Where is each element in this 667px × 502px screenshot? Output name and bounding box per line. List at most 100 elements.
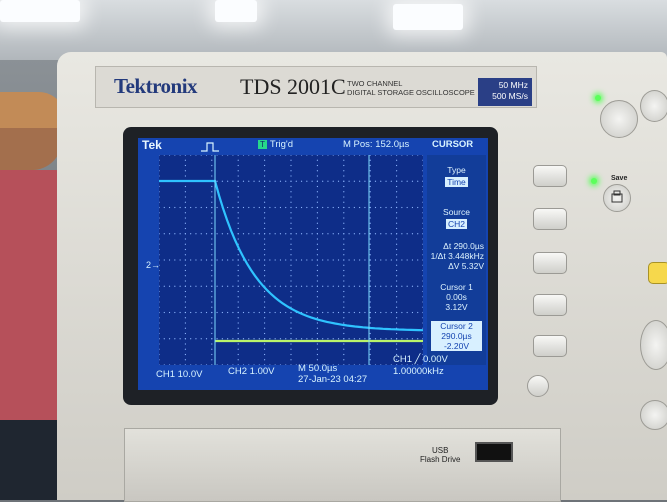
grid-dot bbox=[316, 196, 318, 198]
grid-dot bbox=[348, 285, 350, 287]
grid-dot bbox=[216, 338, 218, 340]
menu-button-4[interactable] bbox=[533, 294, 567, 316]
grid-dot bbox=[264, 254, 266, 256]
grid-dot bbox=[390, 311, 392, 314]
grid-dot bbox=[385, 285, 387, 287]
grid-dot bbox=[179, 364, 181, 366]
control-knob[interactable] bbox=[640, 90, 667, 122]
grid-dot bbox=[290, 233, 292, 235]
grid-dot bbox=[369, 301, 371, 303]
grid-dot bbox=[369, 317, 371, 319]
run-stop-button[interactable] bbox=[648, 262, 667, 284]
grid-dot bbox=[417, 285, 419, 287]
grid-dot bbox=[205, 206, 208, 209]
grid-dot bbox=[184, 317, 186, 319]
grid-dot bbox=[184, 290, 186, 293]
menu-source[interactable]: Source CH2 bbox=[443, 207, 470, 229]
grid-dot bbox=[184, 206, 186, 209]
grid-dot bbox=[168, 206, 171, 209]
grid-dot bbox=[158, 264, 160, 266]
grid-dot bbox=[237, 238, 239, 240]
grid-dot bbox=[158, 280, 160, 282]
grid-dot bbox=[232, 180, 234, 182]
grid-dot bbox=[211, 301, 213, 303]
grid-dot bbox=[422, 222, 424, 224]
grid-dot bbox=[343, 170, 345, 172]
grid-dot bbox=[211, 338, 213, 340]
grid-dot bbox=[374, 154, 377, 156]
grid-dot bbox=[380, 259, 382, 261]
grid-dot bbox=[422, 212, 424, 214]
grid-dot bbox=[290, 338, 292, 340]
menu-button-3[interactable] bbox=[533, 252, 567, 274]
grid-dot bbox=[184, 243, 186, 245]
grid-dot bbox=[396, 338, 398, 340]
grid-dot bbox=[295, 364, 297, 366]
grid-dot bbox=[411, 311, 414, 314]
grid-dot bbox=[248, 154, 250, 156]
grid-dot bbox=[396, 285, 398, 287]
grid-dot bbox=[253, 285, 255, 287]
grid-dot bbox=[422, 206, 424, 209]
grid-dot bbox=[290, 280, 292, 282]
grid-dot bbox=[264, 238, 266, 240]
grid-dot bbox=[200, 364, 202, 366]
grid-dot bbox=[343, 306, 345, 308]
grid-dot bbox=[190, 285, 192, 287]
grid-dot bbox=[396, 275, 398, 277]
grid-dot bbox=[343, 201, 345, 203]
grid-dot bbox=[232, 154, 234, 156]
grid-dot bbox=[184, 191, 186, 193]
grid-dot bbox=[242, 311, 245, 314]
menu-button-2[interactable] bbox=[533, 208, 567, 230]
grid-dot bbox=[369, 280, 371, 282]
grid-dot bbox=[396, 280, 398, 282]
grid-dot bbox=[422, 196, 424, 198]
grid-dot bbox=[269, 285, 271, 287]
grid-dot bbox=[396, 359, 398, 361]
grid-dot bbox=[285, 259, 287, 261]
grid-dot bbox=[274, 285, 276, 287]
menu-off-button[interactable] bbox=[527, 375, 549, 397]
grid-dot bbox=[380, 180, 382, 182]
save-button[interactable] bbox=[603, 184, 631, 212]
vertical-knob[interactable] bbox=[640, 320, 667, 370]
grid-dot bbox=[316, 185, 318, 188]
menu-type[interactable]: Type Time bbox=[445, 165, 468, 187]
grid-dot bbox=[158, 212, 160, 214]
grid-dot bbox=[211, 364, 213, 366]
menu-button-1[interactable] bbox=[533, 165, 567, 187]
grid-dot bbox=[337, 233, 340, 235]
grid-dot bbox=[242, 154, 245, 156]
grid-dot bbox=[396, 259, 398, 261]
grid-dot bbox=[369, 206, 371, 209]
grid-dot bbox=[190, 338, 192, 340]
grid-dot bbox=[411, 154, 414, 156]
grid-dot bbox=[184, 259, 186, 261]
grid-dot bbox=[264, 217, 266, 219]
grid-dot bbox=[396, 185, 398, 188]
menu-cursor2[interactable]: Cursor 2 290.0µs -2.20V bbox=[427, 321, 486, 351]
ch1-trace bbox=[159, 179, 424, 332]
grid-dot bbox=[195, 233, 197, 235]
multipurpose-knob[interactable] bbox=[600, 100, 638, 138]
grid-dot bbox=[211, 206, 213, 209]
grid-dot bbox=[253, 364, 255, 366]
grid-dot bbox=[316, 348, 318, 350]
grid-dot bbox=[158, 196, 160, 198]
grid-dot bbox=[348, 206, 350, 209]
grid-dot bbox=[211, 353, 213, 356]
grid-dot bbox=[216, 364, 218, 366]
grid-dot bbox=[369, 170, 371, 172]
grid-dot bbox=[264, 243, 266, 245]
usb-port[interactable] bbox=[475, 442, 513, 462]
grid-dot bbox=[168, 233, 171, 235]
grid-dot bbox=[337, 206, 340, 209]
grid-dot bbox=[158, 269, 160, 272]
menu-cursor1[interactable]: Cursor 1 0.00s 3.12V bbox=[440, 282, 473, 312]
grid-dot bbox=[396, 343, 398, 345]
grid-dot bbox=[353, 338, 355, 340]
grid-dot bbox=[274, 338, 276, 340]
grid-dot bbox=[237, 196, 239, 198]
menu-button-5[interactable] bbox=[533, 335, 567, 357]
